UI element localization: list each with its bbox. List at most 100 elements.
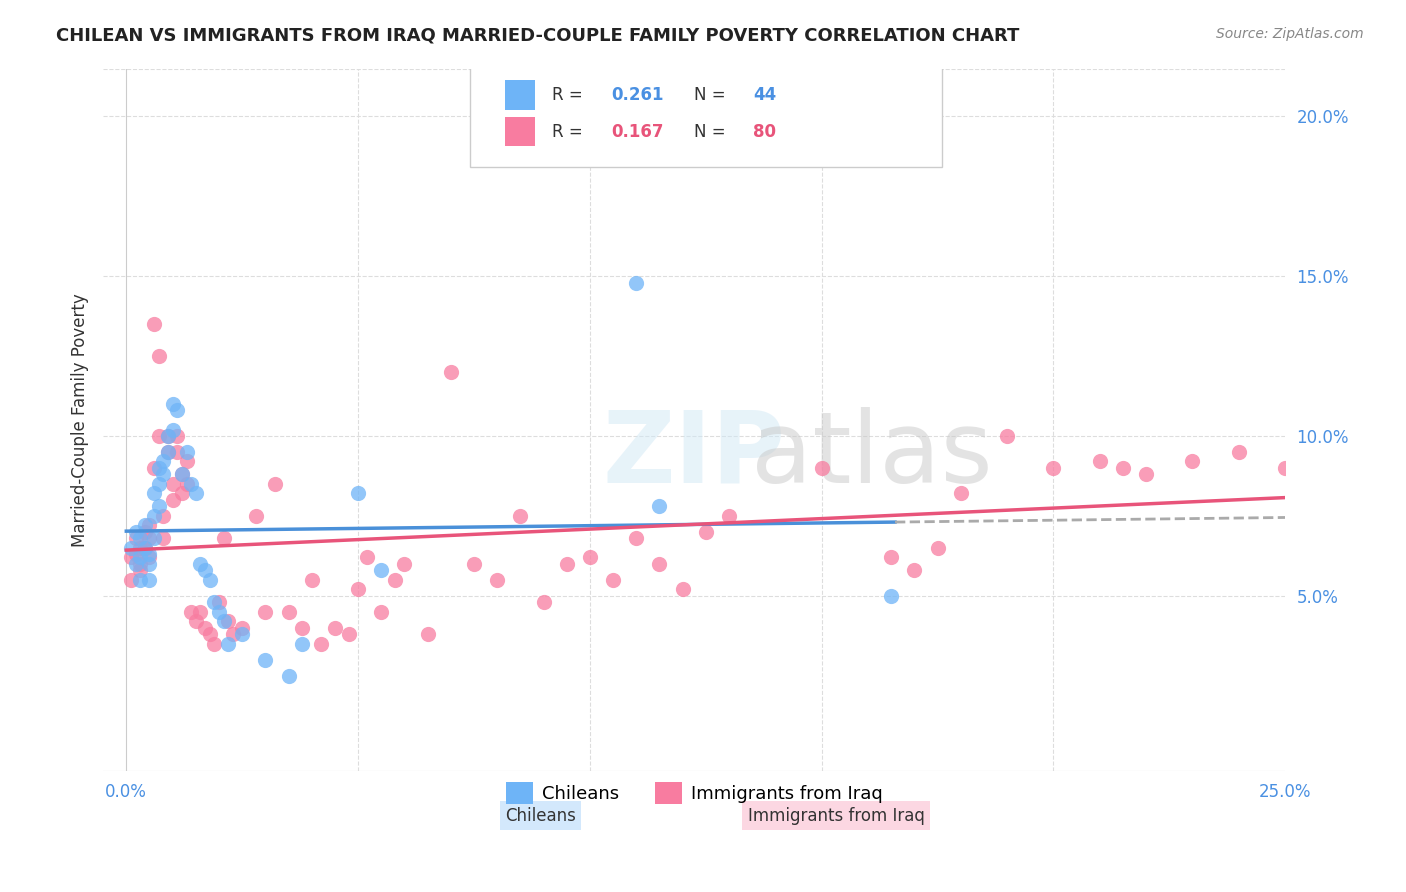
Point	[184, 486, 207, 500]
Point	[254, 605, 277, 619]
Point	[880, 589, 903, 603]
FancyBboxPatch shape	[470, 62, 942, 167]
Point	[152, 508, 174, 523]
Point	[138, 518, 160, 533]
Point	[170, 467, 193, 482]
Point	[129, 531, 152, 545]
Text: R =: R =	[553, 86, 588, 104]
Point	[143, 486, 166, 500]
Point	[166, 403, 188, 417]
Point	[176, 476, 198, 491]
Point	[347, 486, 370, 500]
Point	[162, 492, 184, 507]
Point	[120, 573, 142, 587]
Point	[370, 563, 392, 577]
Point	[208, 595, 231, 609]
Point	[143, 317, 166, 331]
Point	[231, 621, 253, 635]
Point	[347, 582, 370, 597]
Text: N =: N =	[695, 86, 731, 104]
Point	[134, 541, 156, 555]
Point	[356, 550, 378, 565]
Point	[1112, 461, 1135, 475]
Text: atlas: atlas	[751, 407, 993, 504]
Point	[579, 550, 602, 565]
Point	[231, 627, 253, 641]
Point	[202, 637, 225, 651]
Text: 0.167: 0.167	[612, 122, 664, 141]
Point	[277, 605, 299, 619]
Point	[394, 557, 416, 571]
Point	[176, 445, 198, 459]
Point	[291, 637, 314, 651]
Point	[170, 467, 193, 482]
Text: CHILEAN VS IMMIGRANTS FROM IRAQ MARRIED-COUPLE FAMILY POVERTY CORRELATION CHART: CHILEAN VS IMMIGRANTS FROM IRAQ MARRIED-…	[56, 27, 1019, 45]
Point	[194, 563, 217, 577]
Point	[184, 614, 207, 628]
Point	[157, 429, 180, 443]
Point	[370, 605, 392, 619]
Point	[486, 573, 509, 587]
Point	[162, 423, 184, 437]
Point	[124, 524, 146, 539]
Point	[1042, 461, 1064, 475]
Point	[309, 637, 332, 651]
Point	[337, 627, 360, 641]
Y-axis label: Married-Couple Family Poverty: Married-Couple Family Poverty	[72, 293, 89, 547]
Point	[152, 467, 174, 482]
Text: Chileans: Chileans	[505, 806, 576, 824]
Point	[129, 550, 152, 565]
Point	[152, 531, 174, 545]
Text: Immigrants from Iraq: Immigrants from Iraq	[748, 806, 925, 824]
Point	[148, 461, 170, 475]
Point	[323, 621, 346, 635]
Point	[143, 461, 166, 475]
Point	[1088, 454, 1111, 468]
Point	[416, 627, 439, 641]
Text: 0.261: 0.261	[612, 86, 664, 104]
Point	[162, 397, 184, 411]
Point	[1227, 445, 1250, 459]
Point	[648, 557, 671, 571]
Point	[138, 547, 160, 561]
Point	[138, 550, 160, 565]
Point	[134, 541, 156, 555]
Point	[129, 563, 152, 577]
Point	[143, 531, 166, 545]
Point	[263, 476, 285, 491]
Point	[384, 573, 406, 587]
FancyBboxPatch shape	[505, 80, 534, 110]
Point	[152, 454, 174, 468]
Text: Source: ZipAtlas.com: Source: ZipAtlas.com	[1216, 27, 1364, 41]
Point	[162, 476, 184, 491]
Point	[903, 563, 925, 577]
Point	[533, 595, 555, 609]
Point	[124, 531, 146, 545]
Point	[217, 614, 239, 628]
Point	[1274, 461, 1296, 475]
Point	[170, 486, 193, 500]
Point	[129, 541, 152, 555]
Point	[148, 349, 170, 363]
Point	[166, 429, 188, 443]
Point	[148, 476, 170, 491]
Point	[129, 557, 152, 571]
Point	[124, 547, 146, 561]
Point	[949, 486, 972, 500]
Point	[648, 500, 671, 514]
Point	[194, 621, 217, 635]
Point	[626, 276, 648, 290]
Point	[138, 557, 160, 571]
Point	[245, 508, 267, 523]
Point	[198, 573, 221, 587]
Point	[291, 621, 314, 635]
Point	[1135, 467, 1157, 482]
FancyBboxPatch shape	[505, 117, 534, 146]
Point	[254, 652, 277, 666]
Point	[810, 461, 832, 475]
Point	[176, 454, 198, 468]
Text: 80: 80	[754, 122, 776, 141]
Point	[157, 445, 180, 459]
Point	[1181, 454, 1204, 468]
Point	[138, 531, 160, 545]
